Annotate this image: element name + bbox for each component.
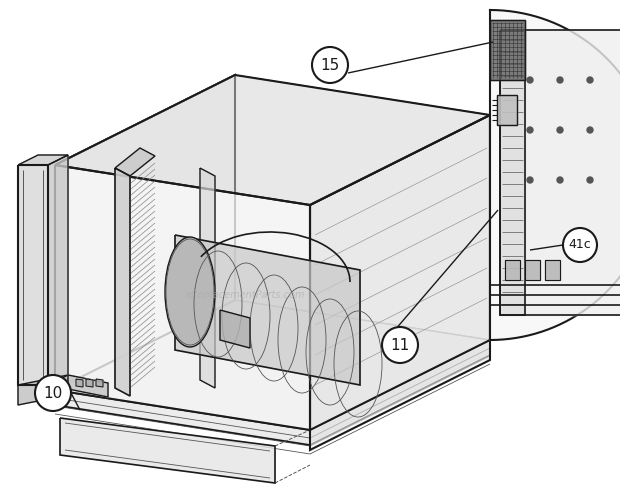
Polygon shape bbox=[505, 260, 520, 280]
Polygon shape bbox=[55, 300, 490, 430]
Polygon shape bbox=[60, 418, 275, 483]
Polygon shape bbox=[200, 168, 215, 388]
Polygon shape bbox=[310, 115, 490, 450]
Circle shape bbox=[557, 127, 563, 133]
Polygon shape bbox=[497, 95, 517, 125]
Polygon shape bbox=[18, 165, 48, 385]
Polygon shape bbox=[525, 260, 540, 280]
Text: 15: 15 bbox=[321, 58, 340, 72]
Polygon shape bbox=[48, 155, 68, 385]
Text: 11: 11 bbox=[391, 338, 410, 352]
Polygon shape bbox=[310, 340, 490, 445]
Polygon shape bbox=[86, 379, 93, 387]
Polygon shape bbox=[175, 235, 360, 385]
Circle shape bbox=[527, 77, 533, 83]
Polygon shape bbox=[55, 75, 490, 205]
Polygon shape bbox=[68, 375, 108, 397]
Polygon shape bbox=[220, 310, 250, 348]
Polygon shape bbox=[55, 390, 310, 445]
Polygon shape bbox=[490, 20, 525, 80]
Polygon shape bbox=[545, 260, 560, 280]
Polygon shape bbox=[18, 375, 68, 405]
Circle shape bbox=[527, 177, 533, 183]
Circle shape bbox=[312, 47, 348, 83]
Polygon shape bbox=[310, 115, 490, 430]
Polygon shape bbox=[55, 165, 310, 430]
Circle shape bbox=[382, 327, 418, 363]
Circle shape bbox=[557, 77, 563, 83]
Ellipse shape bbox=[165, 237, 215, 347]
Polygon shape bbox=[115, 148, 155, 176]
Circle shape bbox=[587, 177, 593, 183]
Polygon shape bbox=[18, 155, 68, 165]
Polygon shape bbox=[490, 10, 620, 340]
Polygon shape bbox=[115, 168, 130, 396]
Polygon shape bbox=[235, 75, 490, 340]
Circle shape bbox=[587, 127, 593, 133]
Polygon shape bbox=[500, 30, 525, 315]
Polygon shape bbox=[76, 379, 83, 387]
Text: 41c: 41c bbox=[569, 239, 591, 251]
Text: eReplacementParts.com: eReplacementParts.com bbox=[185, 290, 305, 300]
Circle shape bbox=[527, 127, 533, 133]
Polygon shape bbox=[500, 30, 620, 315]
Circle shape bbox=[563, 228, 597, 262]
Polygon shape bbox=[96, 379, 103, 387]
Circle shape bbox=[557, 177, 563, 183]
Circle shape bbox=[35, 375, 71, 411]
Text: 10: 10 bbox=[43, 386, 63, 400]
Polygon shape bbox=[55, 75, 235, 390]
Circle shape bbox=[587, 77, 593, 83]
